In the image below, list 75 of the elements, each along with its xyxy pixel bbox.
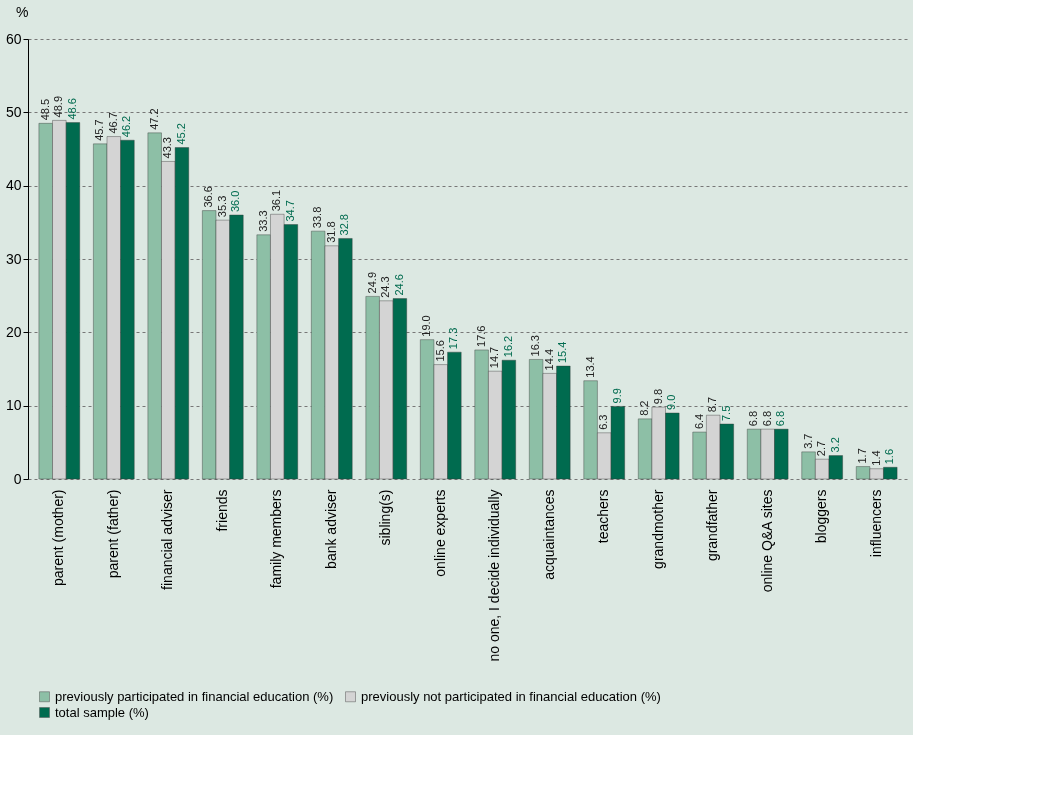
y-tick-label: 20	[5, 323, 22, 340]
data-label: 13.4	[583, 356, 596, 378]
data-label: 46.2	[120, 115, 133, 138]
data-label: 8.2	[638, 400, 651, 416]
data-label: 1.7	[856, 448, 869, 464]
y-tick-label: 40	[5, 177, 22, 194]
data-label: 14.4	[542, 348, 555, 371]
data-label: 45.2	[174, 123, 187, 145]
data-label: 36.6	[202, 186, 215, 208]
data-label: 24.9	[365, 271, 378, 294]
data-label: 47.2	[147, 108, 160, 130]
x-tick-label: no one, I decide individually	[486, 489, 503, 662]
data-label: 34.7	[283, 200, 296, 222]
x-tick-label: grandmother	[649, 489, 666, 569]
y-tick-label: 60	[5, 30, 22, 47]
x-tick-label: online experts	[431, 489, 448, 577]
data-label: 48.5	[38, 98, 51, 121]
x-tick-label: sibling(s)	[377, 489, 394, 546]
data-label: 9.8	[651, 388, 664, 405]
data-label: 6.8	[774, 410, 787, 427]
data-label: 36.1	[270, 189, 283, 212]
y-tick-label: 10	[5, 397, 22, 414]
x-tick-label: influencers	[867, 489, 884, 558]
data-label: 48.9	[52, 95, 65, 118]
data-label: 8.7	[706, 396, 719, 413]
data-label: 24.3	[379, 276, 392, 298]
x-tick-label: grandfather	[704, 489, 721, 562]
data-label: 45.7	[93, 119, 106, 141]
data-label: 43.3	[161, 137, 174, 159]
data-label: 36.0	[229, 190, 242, 212]
x-tick-label: acquaintances	[540, 489, 557, 580]
x-tick-label: parent (father)	[104, 489, 121, 579]
legend-label: previously participated in financial education (%)	[55, 688, 334, 704]
legend-label: total sample (%)	[55, 704, 149, 720]
data-label: 3.7	[801, 433, 814, 449]
x-tick-label: family members	[268, 489, 285, 589]
data-label: 6.4	[692, 413, 705, 430]
data-label: 6.8	[747, 410, 760, 427]
y-tick-label: 30	[5, 250, 22, 267]
data-label: 9.0	[665, 394, 678, 410]
data-label: 33.8	[311, 206, 324, 229]
data-label: 1.6	[883, 448, 896, 465]
data-label: 33.3	[256, 210, 269, 232]
data-label: 19.0	[420, 315, 433, 337]
data-label: 24.6	[392, 274, 405, 296]
data-label: 1.4	[869, 450, 882, 466]
data-label: 16.2	[501, 335, 514, 358]
x-tick-label: online Q&A sites	[758, 489, 775, 593]
x-tick-label: bloggers	[813, 489, 830, 544]
data-label: 32.8	[338, 214, 351, 236]
data-label: 6.3	[597, 414, 610, 430]
y-tick-label: 50	[5, 103, 22, 120]
data-label: 9.9	[610, 388, 623, 404]
data-label: 15.6	[433, 340, 446, 362]
data-label: 7.5	[719, 405, 732, 421]
data-label: 48.6	[65, 98, 78, 120]
data-label: 15.4	[556, 341, 569, 364]
x-tick-label: teachers	[595, 489, 612, 544]
data-label: 17.3	[447, 327, 460, 350]
data-label: 6.8	[760, 410, 773, 427]
x-tick-label: parent (mother)	[50, 489, 67, 586]
data-label: 31.8	[324, 221, 337, 243]
x-tick-label: bank adviser	[322, 489, 339, 569]
data-label: 35.3	[215, 195, 228, 218]
data-label: 14.7	[488, 346, 501, 369]
data-label: 2.7	[815, 440, 828, 457]
legend-label: previously not participated in financial education (%)	[361, 688, 661, 704]
data-label: 46.7	[106, 112, 119, 134]
data-label: 17.6	[474, 325, 487, 347]
y-axis-title: %	[16, 3, 29, 20]
x-tick-label: friends	[213, 489, 230, 532]
y-tick-label: 0	[13, 470, 22, 487]
x-tick-label: financial adviser	[159, 489, 176, 590]
data-label: 16.3	[529, 335, 542, 357]
data-label: 3.2	[828, 437, 841, 453]
